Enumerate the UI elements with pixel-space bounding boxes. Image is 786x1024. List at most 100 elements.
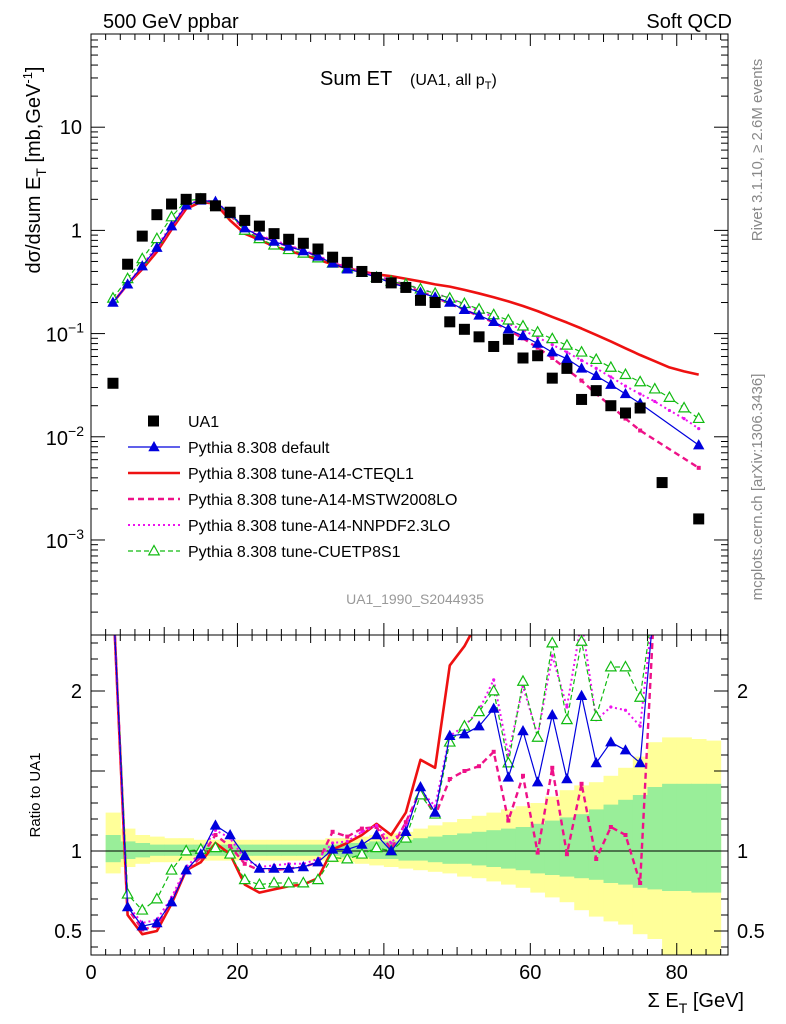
series-marker-pythia-8-308-default-main <box>502 323 515 334</box>
data-point-ua1-main <box>634 402 646 414</box>
series-marker-pythia-8-308-default-main <box>590 369 602 380</box>
green-band-bin <box>134 843 151 858</box>
data-point-ua1-main <box>458 323 470 335</box>
series-marker-pythia-8-308-tune-a14-mstw2008lo-ratio <box>359 826 364 831</box>
series-line-pythia-8-308-default-ratio <box>114 635 652 927</box>
series-marker-pythia-8-308-tune-cuetp8s1-ratio <box>267 876 281 888</box>
series-marker-pythia-8-308-tune-cuetp8s1-main <box>150 232 164 244</box>
series-marker-pythia-8-308-tune-a14-mstw2008lo-ratio <box>653 593 657 597</box>
green-band-bin <box>120 841 136 859</box>
series-marker-pythia-8-308-tune-a14-mstw2008lo-ratio <box>579 781 584 786</box>
series-marker-pythia-8-308-tune-cuetp8s1-ratio <box>516 674 530 686</box>
series-marker-pythia-8-308-tune-a14-nnpdf2-3lo-ratio <box>580 619 583 622</box>
series-marker-pythia-8-308-tune-cuetp8s1-ratio <box>297 876 310 888</box>
legend-label: Pythia 8.308 default <box>188 440 330 457</box>
data-point-ua1-main <box>224 206 236 218</box>
series-marker-pythia-8-308-tune-cuetp8s1-main <box>516 319 530 331</box>
data-point-ua1-main <box>590 385 602 397</box>
main-series-group <box>106 192 705 525</box>
series-marker-pythia-8-308-tune-cuetp8s1-main <box>546 332 559 344</box>
ratio-y-tick-label: 0.5 <box>54 921 82 943</box>
data-point-ua1-main <box>283 233 295 245</box>
series-marker-pythia-8-308-tune-cuetp8s1-ratio <box>443 735 457 747</box>
data-point-ua1-main <box>532 350 544 362</box>
series-marker-pythia-8-308-tune-cuetp8s1-ratio <box>108 590 118 599</box>
green-band-bin <box>662 783 678 891</box>
series-marker-pythia-8-308-default-ratio <box>326 843 339 854</box>
series-marker-pythia-8-308-tune-cuetp8s1-main <box>648 382 662 394</box>
series-marker-pythia-8-308-tune-cuetp8s1-ratio <box>282 876 295 888</box>
series-marker-pythia-8-308-default-ratio <box>195 848 207 859</box>
series-marker-pythia-8-308-default-ratio <box>634 757 646 768</box>
series-marker-pythia-8-308-tune-cuetp8s1-ratio <box>238 873 252 885</box>
series-marker-pythia-8-308-tune-cuetp8s1-ratio <box>650 590 660 599</box>
series-marker-pythia-8-308-tune-cuetp8s1-ratio <box>209 841 222 853</box>
green-band-bin <box>427 836 443 863</box>
ratio-series-group <box>107 589 660 936</box>
series-marker-pythia-8-308-tune-cuetp8s1-ratio <box>472 705 486 717</box>
x-axis-title: Σ ET [GeV] <box>647 990 744 1016</box>
green-band-bin <box>574 814 590 879</box>
data-point-ua1-main <box>429 297 441 309</box>
series-marker-pythia-8-308-default-ratio <box>253 862 266 873</box>
green-band-bin <box>457 833 473 864</box>
series-marker-pythia-8-308-tune-a14-mstw2008lo-ratio <box>608 825 613 829</box>
series-marker-pythia-8-308-tune-a14-mstw2008lo-main <box>550 355 555 360</box>
series-marker-pythia-8-308-tune-a14-mstw2008lo-ratio <box>330 829 335 834</box>
series-marker-pythia-8-308-tune-cuetp8s1-ratio <box>575 635 588 646</box>
ratio-y-axis-title: Ratio to UA1 <box>27 752 44 837</box>
rivet-version-label: Rivet 3.1.10, ≥ 2.6M events <box>749 59 766 242</box>
data-point-ua1-main <box>180 193 192 205</box>
series-marker-pythia-8-308-tune-a14-mstw2008lo-main <box>638 428 643 433</box>
series-marker-pythia-8-308-tune-cuetp8s1-ratio <box>399 831 413 843</box>
data-point-ua1-main <box>693 513 705 525</box>
series-marker-pythia-8-308-tune-a14-mstw2008lo-main <box>623 416 628 421</box>
series-marker-pythia-8-308-tune-a14-mstw2008lo-main <box>579 378 584 383</box>
series-marker-pythia-8-308-tune-a14-mstw2008lo-ratio <box>623 833 628 837</box>
data-point-ua1-main <box>268 228 280 240</box>
series-marker-pythia-8-308-tune-cuetp8s1-ratio <box>311 873 325 885</box>
series-marker-pythia-8-308-tune-cuetp8s1-ratio <box>487 684 500 696</box>
series-marker-pythia-8-308-tune-a14-mstw2008lo-ratio <box>535 850 540 855</box>
data-point-ua1-main <box>341 256 353 268</box>
series-marker-pythia-8-308-default-ratio <box>546 709 558 720</box>
series-marker-pythia-8-308-tune-cuetp8s1-main <box>575 345 588 357</box>
series-marker-pythia-8-308-tune-a14-nnpdf2-3lo-ratio <box>331 841 335 845</box>
green-band-bin <box>105 835 121 863</box>
series-marker-pythia-8-308-default-ratio <box>531 776 544 787</box>
series-marker-pythia-8-308-tune-a14-mstw2008lo-ratio <box>462 769 467 773</box>
series-marker-pythia-8-308-tune-cuetp8s1-ratio <box>531 730 544 742</box>
series-marker-pythia-8-308-default-ratio <box>107 589 118 599</box>
series-marker-pythia-8-308-tune-cuetp8s1-main <box>677 401 691 413</box>
series-marker-pythia-8-308-tune-a14-nnpdf2-3lo-ratio <box>653 593 656 596</box>
main-plot-frame <box>90 33 729 636</box>
data-point-ua1-main <box>546 372 558 384</box>
series-marker-pythia-8-308-default-main <box>605 378 617 389</box>
green-band-bin <box>149 844 165 856</box>
ratio-y-tick-label-right: 0.5 <box>737 921 765 943</box>
series-marker-pythia-8-308-default-ratio <box>385 845 397 856</box>
data-point-ua1-main <box>253 220 265 232</box>
series-marker-pythia-8-308-tune-cuetp8s1-ratio <box>589 709 603 722</box>
green-band-bin <box>413 838 429 861</box>
x-tick-label: 40 <box>373 962 395 984</box>
series-marker-pythia-8-308-default-main <box>341 263 353 274</box>
series-marker-pythia-8-308-default-ratio <box>488 702 500 713</box>
data-point-ua1-main <box>444 316 456 328</box>
legend-item-pythia-8-308-default: Pythia 8.308 default <box>128 440 330 457</box>
series-marker-pythia-8-308-default-ratio <box>649 589 660 599</box>
series-marker-pythia-8-308-default-ratio <box>400 825 412 836</box>
main-y-tick-label: 1 <box>71 220 82 242</box>
series-marker-pythia-8-308-default-ratio <box>473 720 485 731</box>
series-marker-pythia-8-308-tune-a14-nnpdf2-3lo-ratio <box>550 654 554 658</box>
main-plot-title: Sum ET <box>320 68 392 90</box>
series-marker-pythia-8-308-tune-cuetp8s1-ratio <box>150 892 164 904</box>
series-marker-pythia-8-308-tune-cuetp8s1-ratio <box>341 852 354 864</box>
series-marker-pythia-8-308-tune-a14-mstw2008lo-ratio <box>550 765 555 770</box>
series-marker-pythia-8-308-tune-cuetp8s1-ratio <box>136 903 149 915</box>
data-point-ua1-main <box>297 237 309 249</box>
series-marker-pythia-8-308-default-main <box>444 296 456 307</box>
green-band-bin <box>486 830 502 867</box>
series-marker-pythia-8-308-tune-a14-nnpdf2-3lo-main <box>579 358 584 362</box>
series-marker-pythia-8-308-default-ratio <box>590 757 602 768</box>
